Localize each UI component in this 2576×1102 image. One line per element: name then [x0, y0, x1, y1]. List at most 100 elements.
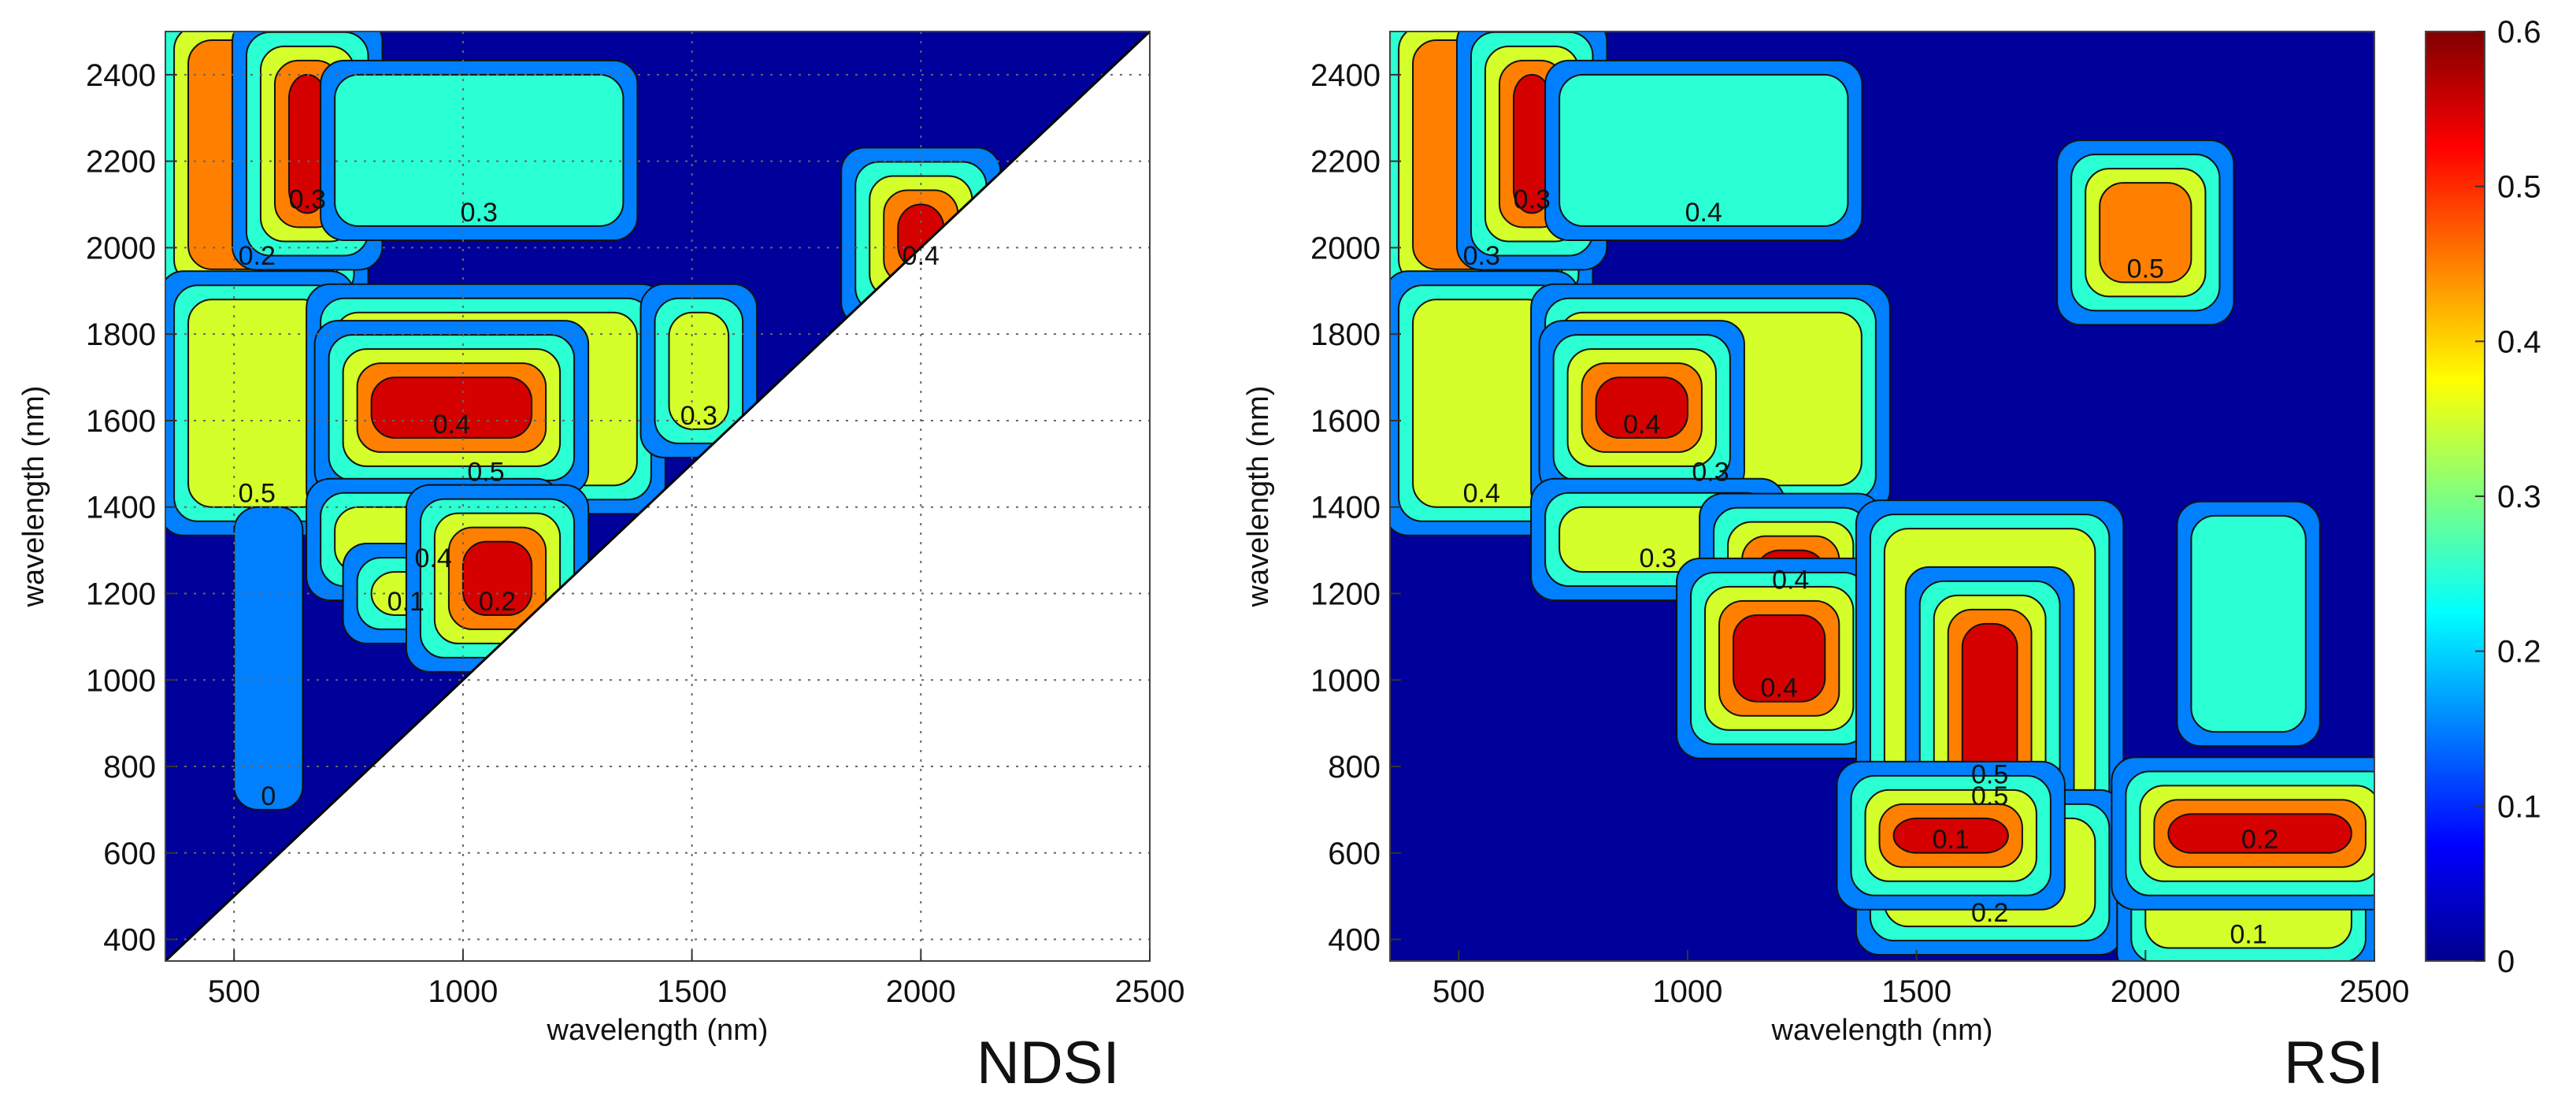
- ndsi-y-ticks: 400 600 800 1000 1200 1400 1600 1800 2000 2200 240…: [86, 58, 176, 958]
- rsi-contour-label-4: 0.4: [1463, 479, 1500, 509]
- ndsi-y-tick-label-10: 2400: [86, 58, 156, 93]
- ndsi-region-10-band-4: [461, 540, 533, 616]
- rsi-y-tick-label-0: 400: [1328, 923, 1381, 958]
- ndsi-x-ticks: 500 1000 1500 2000 2500: [208, 950, 1185, 1009]
- ndsi-x-axis-label: wavelength (nm): [547, 1014, 769, 1047]
- rsi-x-tick-label-4: 2500: [2340, 974, 2410, 1009]
- ndsi-contour-label-0: 0.2: [239, 241, 276, 271]
- rsi-contour-label-7: 0.3: [1639, 544, 1676, 573]
- ndsi-y-axis-label: wavelength (nm): [17, 386, 50, 608]
- ndsi-x-tick-label-3: 2000: [886, 974, 956, 1009]
- rsi-panel-label: RSI: [2284, 1030, 2384, 1096]
- colorbar-ticks: 0 0.1 0.2 0.3 0.4 0.5 0.6: [2475, 15, 2541, 979]
- colorbar-tick-label-2: 0.2: [2497, 635, 2541, 670]
- ndsi-y-tick-label-5: 1400: [86, 491, 156, 525]
- colorbar-tick-label-3: 0.3: [2497, 480, 2541, 514]
- colorbar-tick-label-0: 0: [2497, 944, 2515, 979]
- colorbar-gradient: [2425, 31, 2485, 962]
- ndsi-contour-label-7: 0.3: [680, 401, 717, 431]
- ndsi-diagonal: [164, 30, 1151, 963]
- ndsi-x-tick-label-0: 500: [208, 974, 261, 1009]
- rsi-contour-label-14: 0.1: [2229, 920, 2267, 950]
- ndsi-y-tick-label-6: 1600: [86, 404, 156, 439]
- rsi-region-6-band-4: [1595, 377, 1688, 439]
- ndsi-region-6-band-4: [370, 377, 533, 439]
- ndsi-x-tick-label-4: 2500: [1115, 974, 1185, 1009]
- ndsi-y-tick-label-9: 2200: [86, 145, 156, 180]
- ndsi-y-tick-label-3: 1000: [86, 663, 156, 698]
- colorbar: 0 0.1 0.2 0.3 0.4 0.5 0.6: [2425, 15, 2541, 979]
- rsi-y-tick-label-3: 1000: [1310, 663, 1381, 698]
- rsi-region-16-band-1: [2190, 514, 2307, 733]
- rsi-y-tick-label-5: 1400: [1310, 491, 1381, 525]
- ndsi-region-11-band-0: [233, 506, 304, 811]
- rsi-y-axis-label: wavelength (nm): [1242, 386, 1275, 608]
- rsi-contour-label-11: 0.5: [1971, 759, 2008, 789]
- rsi-contour-label-2: 0.4: [1685, 198, 1722, 228]
- ndsi-panel: 0.2 0.3 0.3 0.4 0.5 0.5 0.4 0.3 0.4 0.1 0.2 0 500 10…: [17, 30, 1185, 1096]
- rsi-contour-label-8: 0.4: [1772, 565, 1809, 595]
- ndsi-contour-labels: 0.2 0.3 0.3 0.4 0.5 0.5 0.4 0.3 0.4 0.1 0.2 0: [239, 185, 940, 811]
- ndsi-regions: [165, 32, 1002, 811]
- ndsi-contour-label-1: 0.3: [289, 185, 326, 215]
- rsi-x-tick-label-3: 2000: [2111, 974, 2181, 1009]
- rsi-y-tick-label-6: 1600: [1310, 404, 1381, 439]
- ndsi-region-7-band-2: [668, 311, 730, 430]
- ndsi-y-tick-label-7: 1800: [86, 317, 156, 352]
- rsi-region-13-band-4: [1892, 817, 2009, 854]
- rsi-y-tick-label-8: 2000: [1310, 231, 1381, 265]
- ndsi-x-tick-label-1: 1000: [428, 974, 498, 1009]
- rsi-x-tick-label-0: 500: [1433, 974, 1485, 1009]
- rsi-region-15-band-4: [2167, 813, 2352, 854]
- ndsi-plot-frame: [165, 31, 1151, 962]
- ndsi-y-tick-label-8: 2000: [86, 231, 156, 265]
- rsi-contour-label-1: 0.3: [1514, 185, 1551, 215]
- rsi-contour-label-6: 0.4: [1623, 410, 1660, 440]
- ndsi-contour-label-9: 0.1: [387, 587, 424, 617]
- colorbar-tick-label-6: 0.6: [2497, 15, 2541, 50]
- colorbar-tick-label-4: 0.4: [2497, 325, 2541, 359]
- rsi-y-tick-label-4: 1200: [1310, 577, 1381, 611]
- rsi-x-axis-label: wavelength (nm): [1771, 1014, 1993, 1047]
- ndsi-region-4-band-2: [187, 299, 327, 508]
- rsi-y-tick-label-9: 2200: [1310, 145, 1381, 180]
- rsi-panel: 0.30.3 0.40.50.40.30.40.30.40.40.50.50.20…: [1242, 31, 2410, 1096]
- ndsi-contour-label-5: 0.5: [467, 457, 504, 487]
- rsi-contour-label-0: 0.3: [1463, 241, 1500, 271]
- rsi-y-ticks: 400 600 800 1000 1200 1400 1600 1800 2000 2200 240…: [1310, 58, 1401, 958]
- ndsi-y-tick-label-4: 1200: [86, 577, 156, 611]
- rsi-x-tick-label-2: 1500: [1881, 974, 1951, 1009]
- ndsi-y-tick-label-2: 800: [103, 750, 156, 785]
- ndsi-contour-label-10: 0.2: [479, 587, 516, 617]
- rsi-region-3-band-3: [2099, 182, 2192, 284]
- ndsi-contour-label-6: 0.4: [433, 410, 470, 440]
- rsi-contour-label-3: 0.5: [2127, 254, 2164, 284]
- rsi-contour-field: [1390, 32, 2374, 961]
- rsi-contour-labels: 0.30.3 0.40.50.40.30.40.30.40.40.50.50.20…: [1463, 185, 2279, 950]
- ndsi-contour-label-4: 0.5: [239, 479, 276, 509]
- rsi-contour-label-10: 0.5: [1971, 781, 2008, 811]
- rsi-plot-frame: [1389, 31, 2375, 962]
- ndsi-grid: [165, 32, 1151, 961]
- ndsi-y-tick-label-0: 400: [103, 923, 156, 958]
- rsi-region-4-band-2: [1412, 299, 1551, 508]
- colorbar-tick-label-1: 0.1: [2497, 789, 2541, 824]
- rsi-y-tick-label-7: 1800: [1310, 317, 1381, 352]
- rsi-contour-label-13: 0.1: [1933, 825, 1970, 855]
- rsi-y-tick-label-10: 2400: [1310, 58, 1381, 93]
- ndsi-contour-label-2: 0.3: [461, 198, 498, 228]
- rsi-y-tick-label-1: 600: [1328, 837, 1381, 871]
- ndsi-x-tick-label-2: 1500: [657, 974, 727, 1009]
- rsi-x-tick-label-1: 1000: [1652, 974, 1722, 1009]
- ndsi-y-tick-label-1: 600: [103, 837, 156, 871]
- rsi-region-2-band-1: [1559, 73, 1849, 227]
- ndsi-contour-label-11: 0: [261, 781, 276, 811]
- rsi-contour-label-9: 0.4: [1761, 673, 1798, 703]
- ndsi-contour-label-8: 0.4: [414, 544, 451, 573]
- rsi-contour-label-15: 0.2: [2241, 825, 2278, 855]
- colorbar-tick-label-5: 0.5: [2497, 170, 2541, 205]
- ndsi-contour-label-3: 0.4: [903, 241, 940, 271]
- rsi-contour-label-12: 0.2: [1971, 898, 2008, 928]
- rsi-regions: [1390, 32, 2374, 961]
